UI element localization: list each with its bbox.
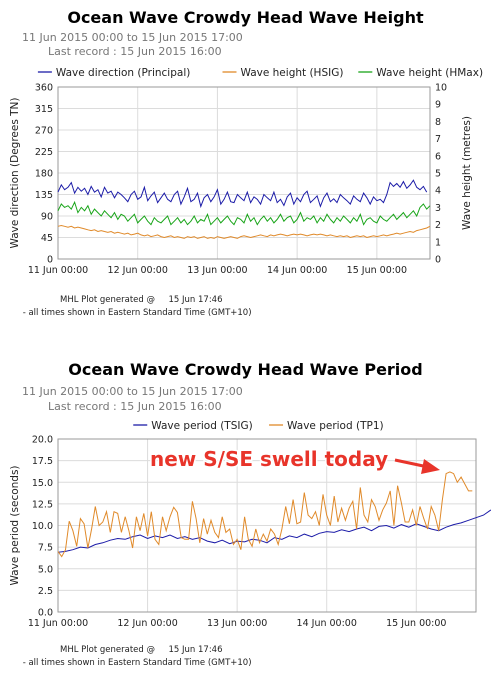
- y-tick-label-left: 225: [35, 147, 53, 158]
- x-tick-label: 15 Jun 00:00: [386, 618, 446, 629]
- y-axis-label: Wave period (seconds): [9, 465, 21, 585]
- x-tick-label: 13 Jun 00:00: [187, 265, 247, 276]
- date-range: 11 Jun 2015 00:00 to 15 Jun 2015 17:00: [22, 385, 243, 398]
- y-tick-label-left: 270: [35, 126, 53, 137]
- legend-entry: Wave period (TSIG): [151, 420, 252, 432]
- y-tick-label: 2.5: [38, 586, 53, 597]
- y-tick-label-right: 5: [435, 169, 441, 180]
- y-tick-label-right: 2: [435, 220, 441, 231]
- y-tick-label-right: 3: [435, 203, 441, 214]
- y-tick-label: 17.5: [32, 456, 53, 467]
- y-tick-label-right: 9: [435, 100, 441, 111]
- plot-border: [57, 438, 477, 613]
- last-record: Last record : 15 Jun 2015 16:00: [48, 400, 222, 413]
- y-axis-label-right: Wave height (metres): [461, 116, 473, 230]
- series-line-3: [57, 200, 431, 226]
- wave-height-plot: Wave direction (Principal) Wave height (H…: [9, 67, 483, 276]
- y-tick-label-left: 135: [35, 190, 53, 201]
- y-tick-label-left: 0: [47, 255, 53, 266]
- series-line-1: [57, 179, 428, 209]
- y-tick-label-left: 45: [41, 233, 53, 244]
- y-tick-label: 12.5: [32, 499, 53, 510]
- annotation-arrow-shaft: [394, 458, 429, 469]
- y-tick-label: 7.5: [38, 543, 53, 554]
- annotation-arrow-head: [421, 459, 440, 474]
- wave-period-chart-panel: Ocean Wave Crowdy Head Wave Period 11 Ju…: [0, 350, 491, 677]
- last-record: Last record : 15 Jun 2015 16:00: [48, 45, 222, 58]
- plot-border: [57, 86, 431, 260]
- footer-generated: MHL Plot generated @ 15 Jun 17:46: [60, 645, 223, 655]
- x-tick-label: 12 Jun 00:00: [117, 618, 177, 629]
- y-tick-label-left: 315: [35, 104, 53, 115]
- y-tick-label-right: 0: [435, 255, 441, 266]
- y-tick-label-right: 8: [435, 117, 441, 128]
- footer-timezone: - all times shown in Eastern Standard Ti…: [20, 658, 252, 668]
- chart-title: Ocean Wave Crowdy Head Wave Period: [68, 360, 423, 379]
- series-line-2: [57, 471, 473, 558]
- x-tick-label: 15 Jun 00:00: [347, 265, 407, 276]
- footer-generated: MHL Plot generated @ 15 Jun 17:46: [60, 295, 223, 305]
- x-tick-label: 13 Jun 00:00: [207, 618, 267, 629]
- y-tick-label: 10.0: [32, 521, 53, 532]
- chart-title: Ocean Wave Crowdy Head Wave Height: [67, 8, 424, 27]
- legend-entry: Wave direction (Principal): [56, 67, 190, 79]
- legend-entry: Wave height (HSIG): [241, 67, 344, 79]
- y-tick-label-left: 90: [41, 212, 53, 223]
- y-tick-label-right: 10: [435, 83, 447, 94]
- y-tick-label-right: 6: [435, 151, 441, 162]
- y-tick-label: 0.0: [38, 608, 53, 619]
- x-tick-label: 14 Jun 00:00: [297, 618, 357, 629]
- x-tick-label: 11 Jun 00:00: [28, 265, 88, 276]
- y-tick-label: 20.0: [32, 435, 53, 446]
- annotation-text: new S/SE swell today: [150, 447, 388, 471]
- date-range: 11 Jun 2015 00:00 to 15 Jun 2015 17:00: [22, 31, 243, 44]
- x-tick-label: 11 Jun 00:00: [28, 618, 88, 629]
- y-tick-label-right: 4: [435, 186, 441, 197]
- series-line-2: [57, 224, 431, 239]
- y-axis-label-left: Wave direction (Degrees TN): [9, 98, 21, 249]
- footer-timezone: - all times shown in Eastern Standard Ti…: [20, 308, 252, 318]
- x-tick-label: 14 Jun 00:00: [267, 265, 327, 276]
- y-tick-label: 5.0: [38, 564, 53, 575]
- legend-entry: Wave period (TP1): [287, 420, 384, 432]
- y-tick-label-left: 360: [35, 83, 53, 94]
- wave-height-chart-panel: Ocean Wave Crowdy Head Wave Height 11 Ju…: [0, 0, 491, 330]
- wave-period-plot: Wave period (TSIG) Wave period (TP1) 0.0 2.…: [9, 420, 491, 629]
- legend-entry: Wave height (HMax): [376, 67, 483, 79]
- y-tick-label-left: 180: [35, 169, 53, 180]
- y-tick-label: 15.0: [32, 478, 53, 489]
- x-tick-label: 12 Jun 00:00: [108, 265, 168, 276]
- y-tick-label-right: 1: [435, 237, 441, 248]
- y-tick-label-right: 7: [435, 134, 441, 145]
